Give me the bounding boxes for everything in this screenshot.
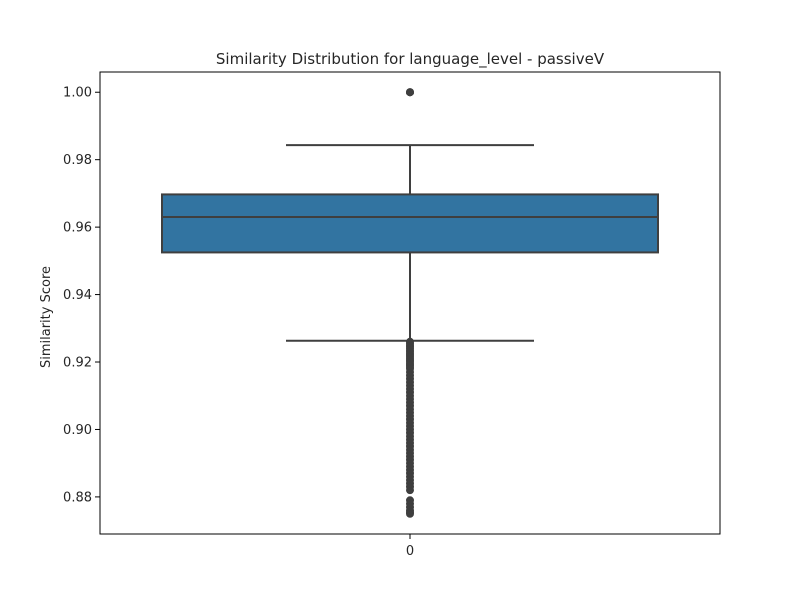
y-tick-label: 0.88 — [63, 490, 92, 505]
y-tick-label: 0.98 — [63, 153, 92, 168]
plot-area — [161, 88, 659, 518]
y-tick-label: 0.90 — [63, 423, 92, 438]
y-axis-ticks: 0.88 0.90 0.92 0.94 0.96 0.98 1.00 — [63, 86, 100, 505]
outlier-point — [406, 88, 414, 97]
y-tick-label: 0.92 — [63, 356, 92, 371]
x-axis-ticks: 0 — [406, 534, 414, 559]
y-tick-label: 1.00 — [63, 86, 92, 101]
chart-title: Similarity Distribution for language_lev… — [216, 50, 605, 69]
iqr-box — [161, 193, 659, 254]
x-tick-label: 0 — [406, 544, 414, 559]
y-tick-label: 0.94 — [63, 288, 92, 303]
plot-frame — [99, 71, 721, 535]
y-tick-label: 0.96 — [63, 221, 92, 236]
outlier-point — [406, 509, 414, 518]
outlier-point — [406, 486, 414, 495]
y-axis-label: Similarity Score — [39, 266, 54, 368]
